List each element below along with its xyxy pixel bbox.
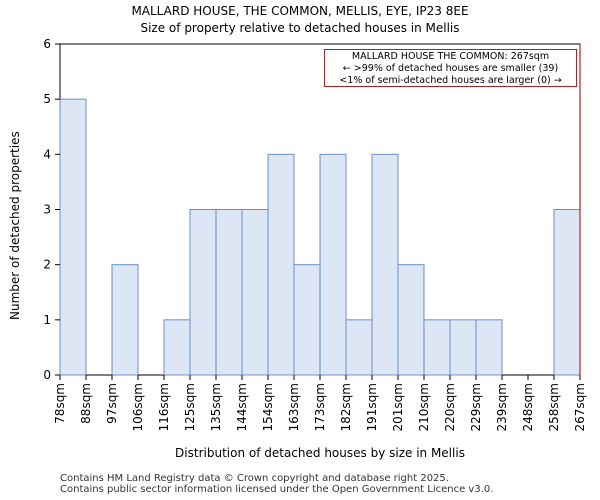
x-tick-label-163sqm: 163sqm xyxy=(287,383,301,431)
x-tick-label-210sqm: 210sqm xyxy=(417,383,431,431)
bar-135sqm xyxy=(215,209,243,376)
footer-line-1: Contains HM Land Registry data © Crown c… xyxy=(60,473,449,484)
x-tick-label-125sqm: 125sqm xyxy=(183,383,197,431)
x-tick-label-154sqm: 154sqm xyxy=(261,383,275,431)
bar-191sqm xyxy=(371,153,399,376)
bar-201sqm xyxy=(397,264,425,376)
annotation-box: MALLARD HOUSE THE COMMON: 267sqm ← >99% … xyxy=(324,49,577,87)
bar-210sqm xyxy=(423,319,451,376)
y-tick-label-3: 3 xyxy=(43,203,51,217)
y-tick-label-0: 0 xyxy=(43,368,51,382)
x-tick-label-258sqm: 258sqm xyxy=(547,383,561,431)
annotation-line-3: <1% of semi-detached houses are larger (… xyxy=(339,75,562,86)
x-tick-label-182sqm: 182sqm xyxy=(339,383,353,431)
bar-125sqm xyxy=(189,209,217,376)
x-tick-label-116sqm: 116sqm xyxy=(157,383,171,431)
x-tick-label-97sqm: 97sqm xyxy=(105,383,119,424)
y-tick-label-2: 2 xyxy=(43,258,51,272)
bar-154sqm xyxy=(267,153,295,376)
bar-163sqm xyxy=(293,264,321,376)
x-tick-label-239sqm: 239sqm xyxy=(495,383,509,431)
x-tick-label-78sqm: 78sqm xyxy=(53,383,67,424)
annotation-line-2: ← >99% of detached houses are smaller (3… xyxy=(342,63,559,74)
x-tick-label-135sqm: 135sqm xyxy=(209,383,223,431)
bar-173sqm xyxy=(319,153,347,376)
y-tick-label-6: 6 xyxy=(43,37,51,51)
bar-182sqm xyxy=(345,319,373,376)
bar-229sqm xyxy=(475,319,503,376)
y-tick-label-5: 5 xyxy=(43,92,51,106)
x-tick-label-220sqm: 220sqm xyxy=(443,383,457,431)
x-tick-label-201sqm: 201sqm xyxy=(391,383,405,431)
bar-144sqm xyxy=(241,209,269,376)
y-axis-label: Number of detached properties xyxy=(8,131,22,320)
x-tick-label-248sqm: 248sqm xyxy=(521,383,535,431)
footer-line-2: Contains public sector information licen… xyxy=(60,484,494,495)
bar-78sqm xyxy=(59,98,87,376)
x-tick-label-191sqm: 191sqm xyxy=(365,383,379,431)
annotation-line-1: MALLARD HOUSE THE COMMON: 267sqm xyxy=(351,51,550,62)
x-tick-label-229sqm: 229sqm xyxy=(469,383,483,431)
y-tick-label-4: 4 xyxy=(43,147,51,161)
x-tick-label-106sqm: 106sqm xyxy=(131,383,145,431)
x-tick-label-173sqm: 173sqm xyxy=(313,383,327,431)
x-tick-label-144sqm: 144sqm xyxy=(235,383,249,431)
bar-258sqm xyxy=(553,209,581,376)
x-tick-label-88sqm: 88sqm xyxy=(79,383,93,424)
x-tick-label-267sqm: 267sqm xyxy=(573,383,587,431)
bar-97sqm xyxy=(111,264,139,376)
bar-220sqm xyxy=(449,319,477,376)
x-axis-label: Distribution of detached houses by size … xyxy=(175,446,465,460)
chart-title: MALLARD HOUSE, THE COMMON, MELLIS, EYE, … xyxy=(131,4,469,18)
chart-subtitle: Size of property relative to detached ho… xyxy=(140,21,460,35)
bar-116sqm xyxy=(163,319,191,376)
y-tick-label-1: 1 xyxy=(43,313,51,327)
